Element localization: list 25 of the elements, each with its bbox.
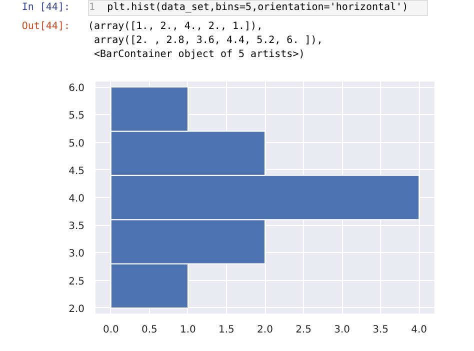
text: 1 xyxy=(89,2,96,13)
x-tick-label: 2.5 xyxy=(296,324,312,336)
y-tick-label: 5.5 xyxy=(68,110,85,122)
x-tick-label: 4.0 xyxy=(411,324,428,336)
text: plt.hist(data_set,bins=5,orientation='horizontal') xyxy=(107,2,408,13)
x-tick-label: 1.5 xyxy=(218,324,234,336)
y-tick-label: 4.5 xyxy=(68,166,85,177)
y-tick-label: 2.5 xyxy=(68,276,85,288)
x-tick-label: 2.0 xyxy=(257,324,273,336)
x-tick-label: 0.5 xyxy=(141,324,158,336)
y-tick-label: 5.0 xyxy=(68,138,85,150)
y-tick-label: 6.0 xyxy=(68,83,85,94)
text: Out[44]: xyxy=(20,20,70,34)
x-tick-label: 3.5 xyxy=(372,324,389,336)
y-tick-label: 3.0 xyxy=(68,248,85,260)
x-tick-label: 1.0 xyxy=(180,324,196,336)
x-tick-label: 0.0 xyxy=(102,324,119,336)
text: (array([1., 2., 4., 2., 1.]), xyxy=(88,21,263,32)
text: <BarContainer object of 5 artists>) xyxy=(94,49,305,60)
text: In [44]: xyxy=(20,1,70,15)
y-tick-label: 3.5 xyxy=(68,221,85,232)
x-tick-label: 3.0 xyxy=(334,324,350,336)
text: array([2. , 2.8, 3.6, 4.4, 5.2, 6. ]), xyxy=(94,35,323,46)
y-tick-label: 4.0 xyxy=(68,194,85,204)
y-tick-label: 2.0 xyxy=(68,304,85,315)
